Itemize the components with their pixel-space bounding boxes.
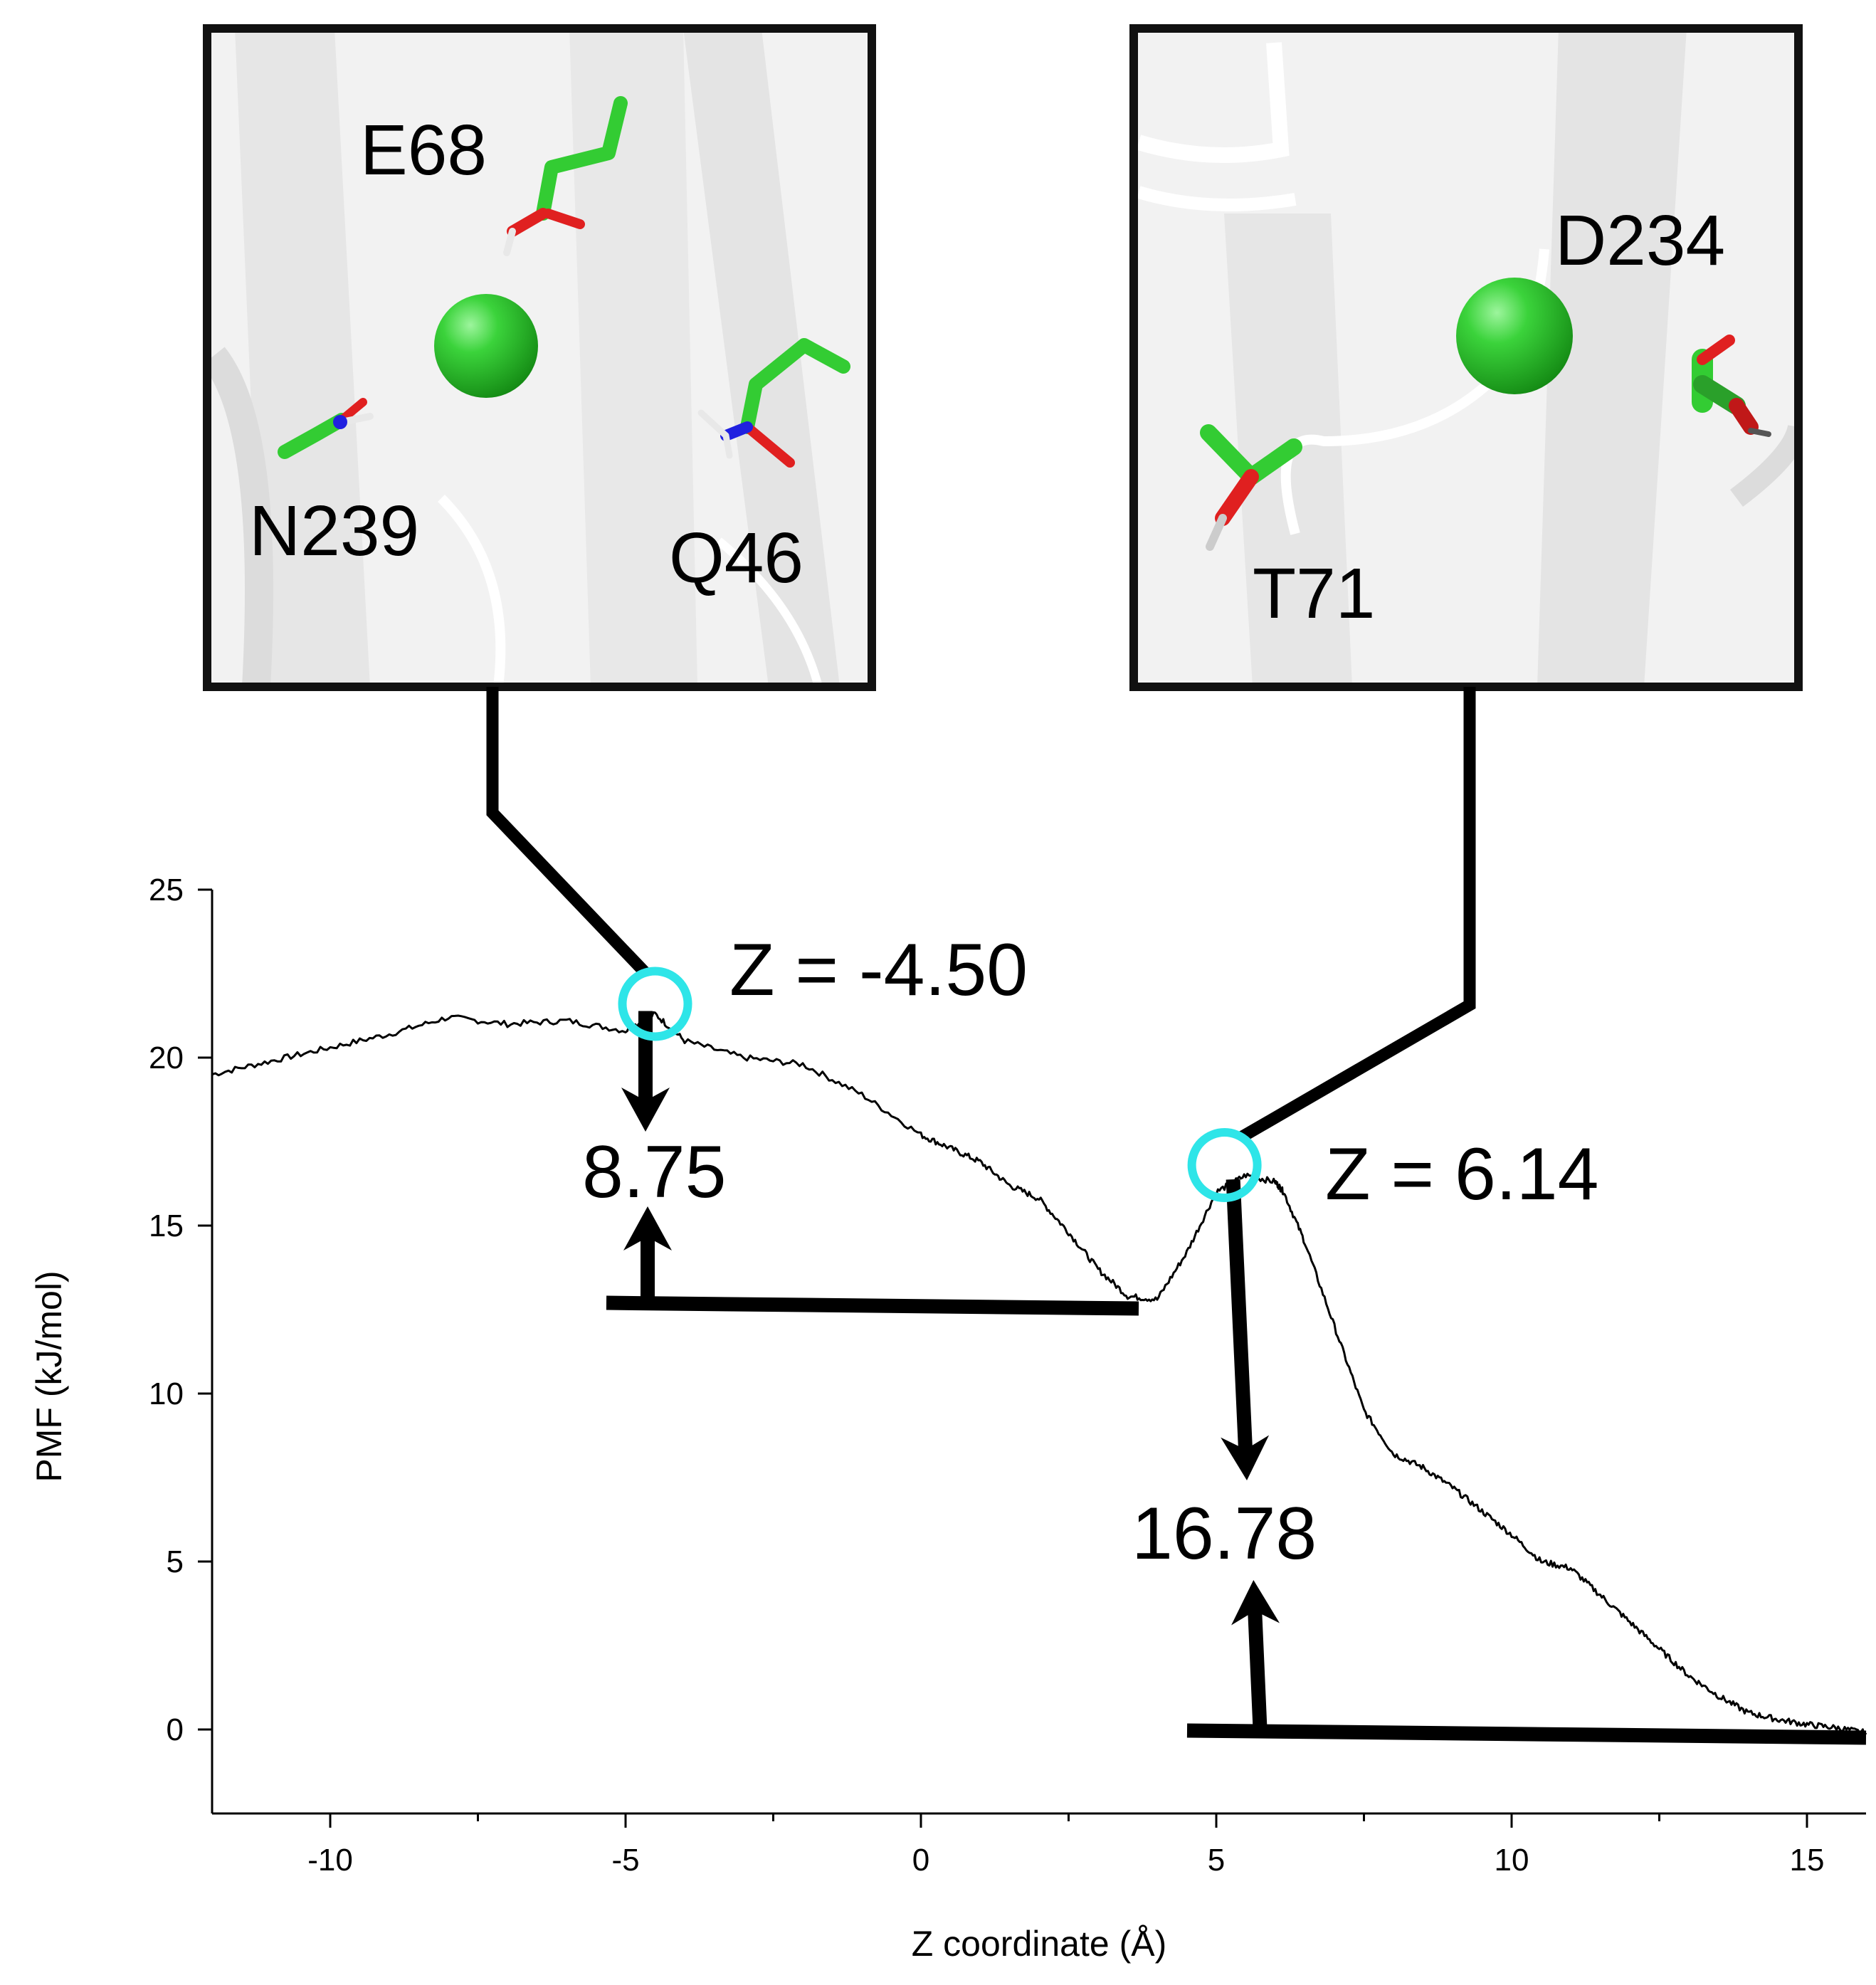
connector-left <box>486 687 649 976</box>
inset-left-frame <box>203 24 876 691</box>
x-tick-label: -5 <box>611 1843 639 1878</box>
x-tick-label: 5 <box>1208 1843 1225 1878</box>
marker-left-label: Z = -4.50 <box>729 929 1028 1011</box>
residue-t71-sticks <box>1200 424 1302 551</box>
x-tick-label: 15 <box>1790 1843 1825 1878</box>
barrier-left-value: 8.75 <box>582 1131 726 1213</box>
residue-label-d234: D234 <box>1555 201 1725 280</box>
residue-label-n239: N239 <box>249 491 419 571</box>
x-tick-label: 0 <box>912 1843 929 1878</box>
residue-d234-sticks <box>1692 335 1771 437</box>
y-axis-ticks: 0 5 10 15 20 25 <box>149 873 212 1747</box>
residue-label-q46: Q46 <box>669 518 803 598</box>
connector-right <box>1239 687 1476 1142</box>
protein-cartoon-left <box>207 28 872 687</box>
annotations: Z = -4.50 Z = 6.14 8.75 16.78 <box>486 687 1867 1745</box>
residue-label-e68: E68 <box>360 110 487 190</box>
y-tick-label: 5 <box>167 1544 184 1579</box>
baseline-right <box>1186 1723 1867 1745</box>
baseline-left <box>606 1295 1139 1316</box>
y-tick-label: 10 <box>149 1376 184 1411</box>
barrier-right-value: 16.78 <box>1132 1492 1317 1575</box>
y-tick-label: 15 <box>149 1209 184 1243</box>
x-tick-label: -10 <box>307 1843 353 1878</box>
ion-sphere-right <box>1456 278 1573 394</box>
residue-n239-sticks <box>278 398 374 459</box>
y-tick-label: 20 <box>149 1041 184 1075</box>
x-axis-title: Z coordinate (Å) <box>912 1924 1166 1964</box>
residue-q46-sticks <box>697 338 850 468</box>
marker-right-circle <box>1187 1128 1262 1203</box>
y-tick-label: 0 <box>167 1712 184 1747</box>
inset-right: T71 D234 <box>1129 24 1803 691</box>
y-axis-title: PMF (kJ/mol) <box>29 1270 69 1482</box>
residue-label-t71: T71 <box>1253 554 1375 633</box>
arrow-left-down-head <box>621 1088 670 1132</box>
y-tick-label: 25 <box>149 873 184 907</box>
pmf-curve <box>211 1011 1867 1737</box>
arrow-right-down-shaft <box>1226 1179 1253 1460</box>
x-tick-label: 10 <box>1495 1843 1529 1878</box>
arrow-left-up-head <box>623 1206 672 1251</box>
residue-e68-sticks <box>503 96 628 256</box>
x-axis-ticks: -10 -5 0 5 10 15 <box>307 1813 1824 1878</box>
marker-left-circle <box>618 967 692 1041</box>
arrow-right-down-head <box>1221 1435 1270 1480</box>
marker-right-label: Z = 6.14 <box>1325 1133 1598 1216</box>
inset-left: E68 N239 Q46 <box>203 24 876 691</box>
arrow-right-up-head <box>1231 1580 1280 1626</box>
arrow-right-up-shaft <box>1247 1601 1268 1731</box>
ion-sphere-left <box>434 294 538 398</box>
